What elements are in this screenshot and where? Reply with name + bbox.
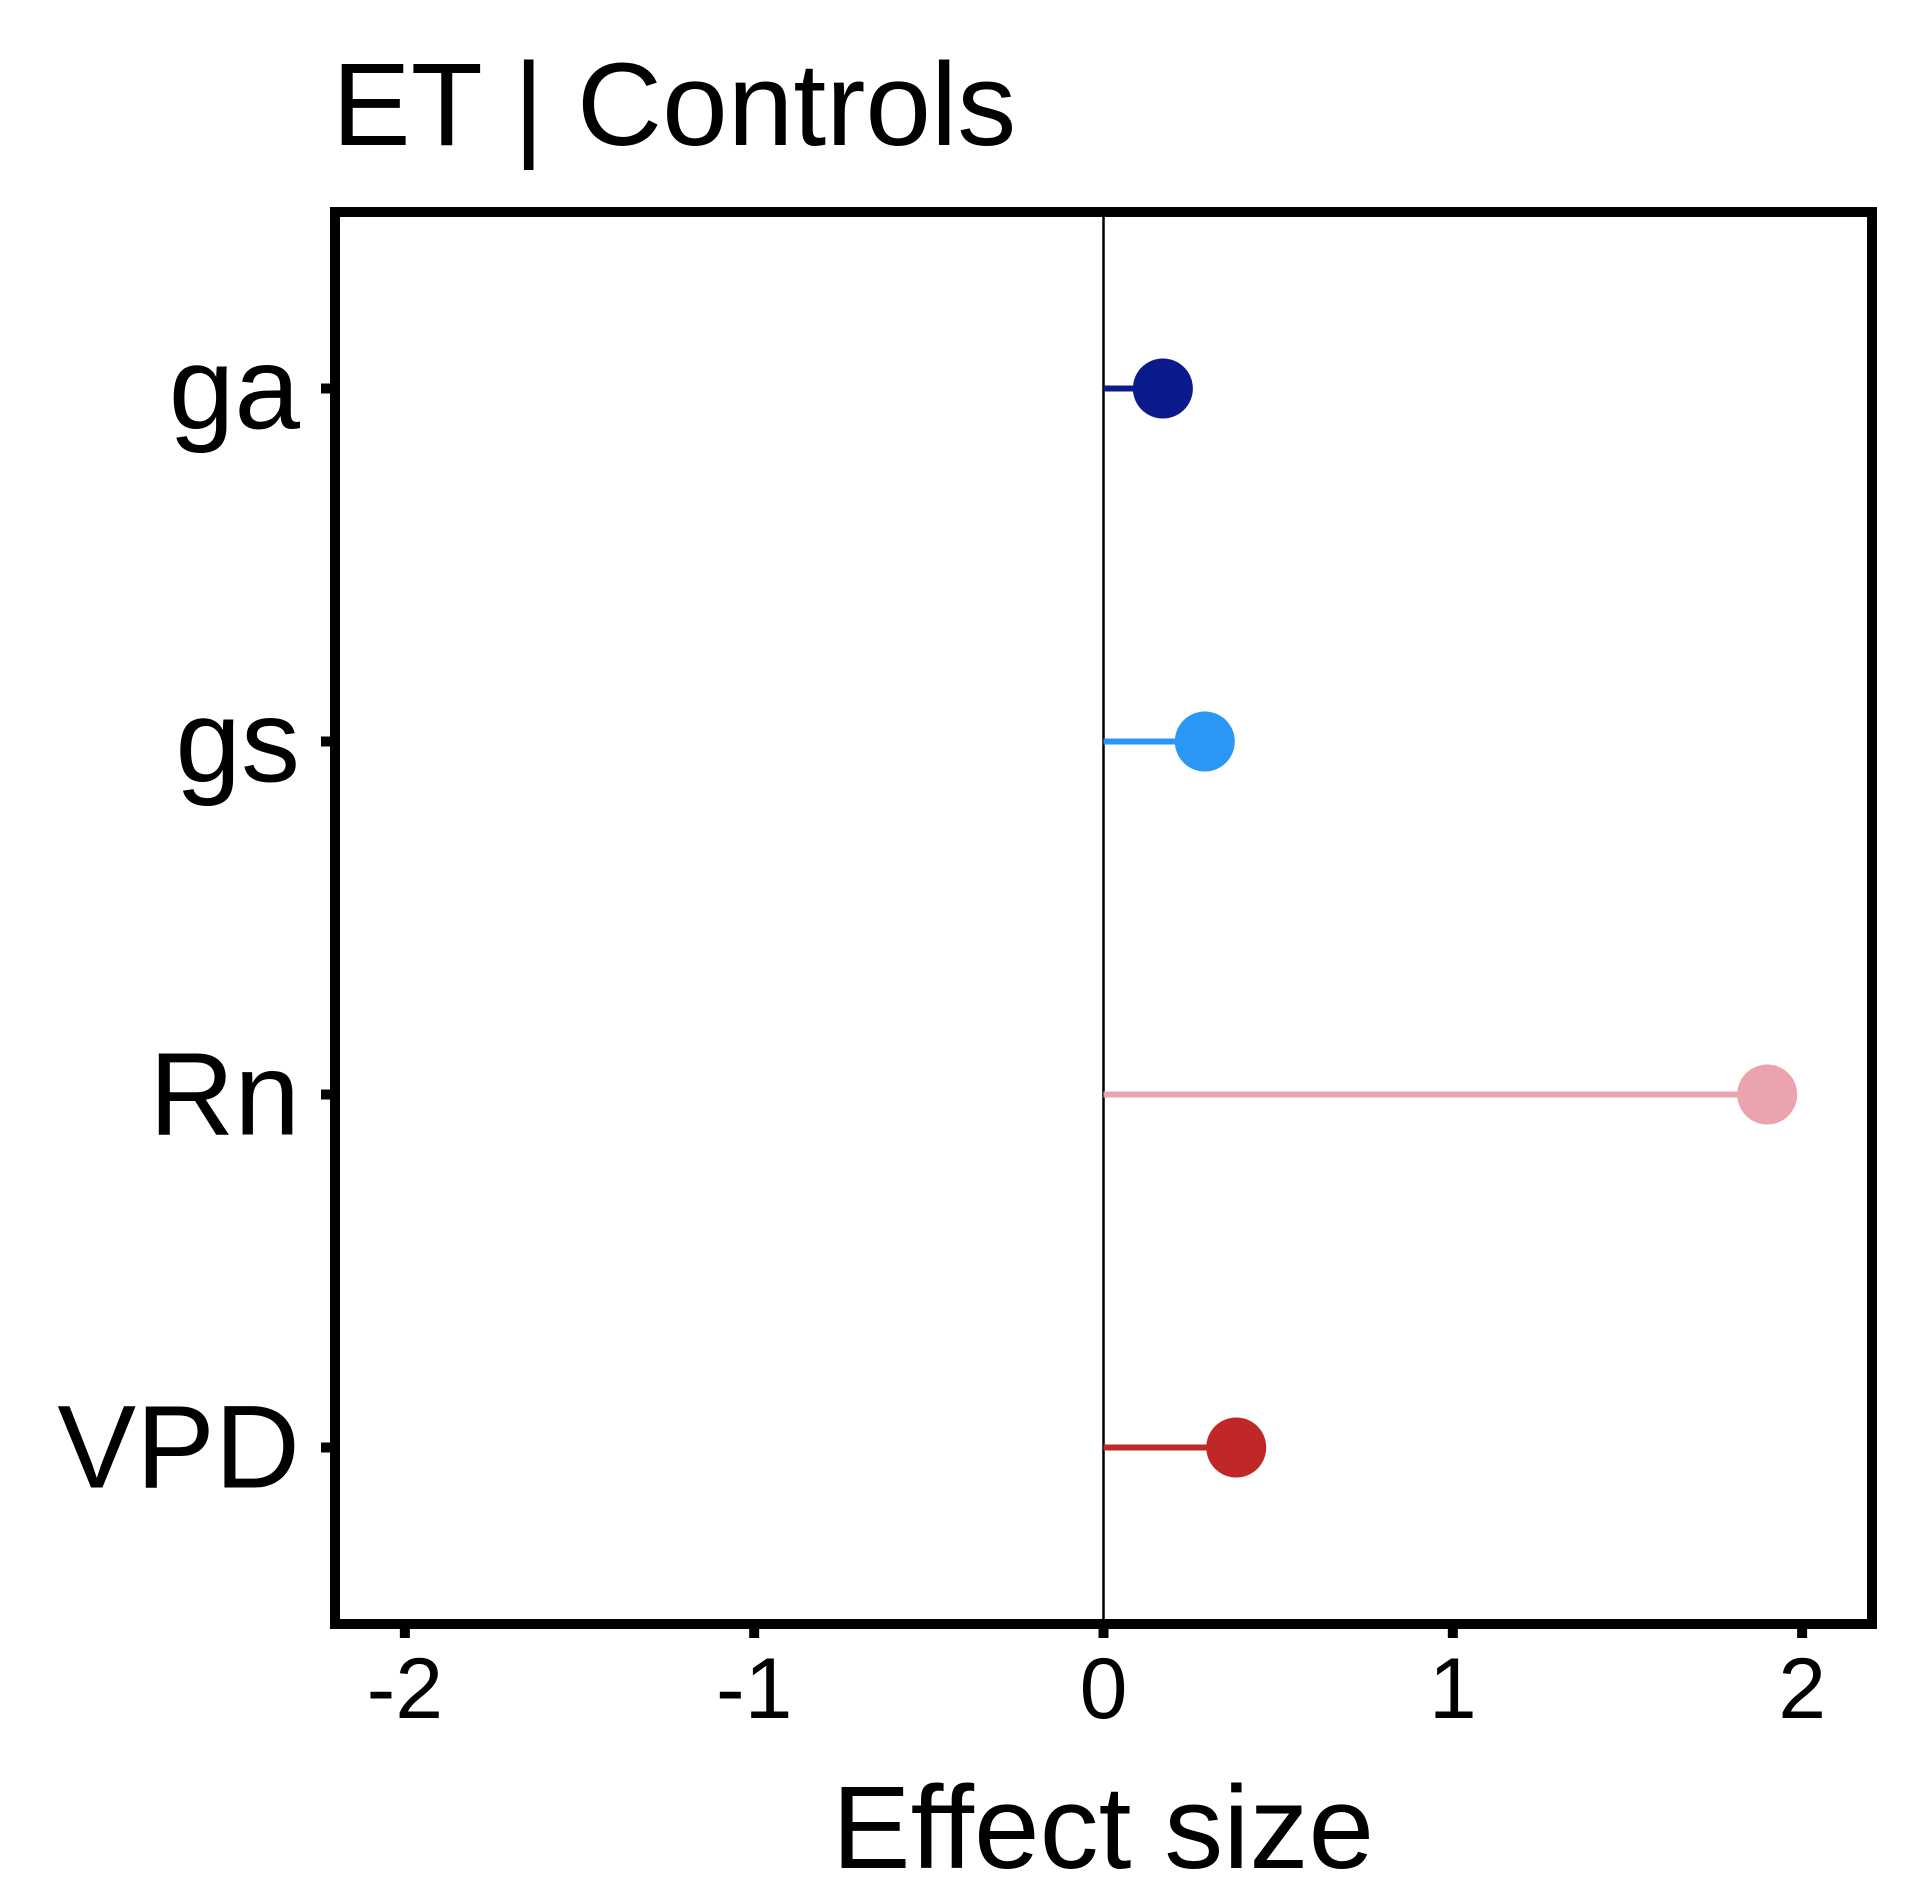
x-axis-title: Effect size xyxy=(832,1762,1374,1894)
x-tick-label: -1 xyxy=(716,1641,792,1737)
x-tick-label: 0 xyxy=(1080,1641,1128,1737)
x-tick-label: -2 xyxy=(367,1641,443,1737)
lollipop-point-rn xyxy=(1737,1064,1798,1125)
lollipop-point-ga xyxy=(1132,358,1193,419)
y-tick-label: ga xyxy=(169,323,301,455)
data-marks xyxy=(1103,358,1798,1478)
y-tick-label: gs xyxy=(175,676,300,808)
y-axis: ga gs Rn VPD xyxy=(57,323,335,1514)
lollipop-point-vpd xyxy=(1206,1417,1267,1478)
x-axis: -2 -1 0 1 2 xyxy=(367,1624,1826,1737)
lollipop-point-gs xyxy=(1174,711,1235,772)
chart-title: ET | Controls xyxy=(332,39,1016,171)
y-tick-label: VPD xyxy=(57,1382,300,1514)
x-tick-label: 1 xyxy=(1429,1641,1477,1737)
y-tick-label: Rn xyxy=(149,1029,300,1161)
x-tick-label: 2 xyxy=(1778,1641,1826,1737)
